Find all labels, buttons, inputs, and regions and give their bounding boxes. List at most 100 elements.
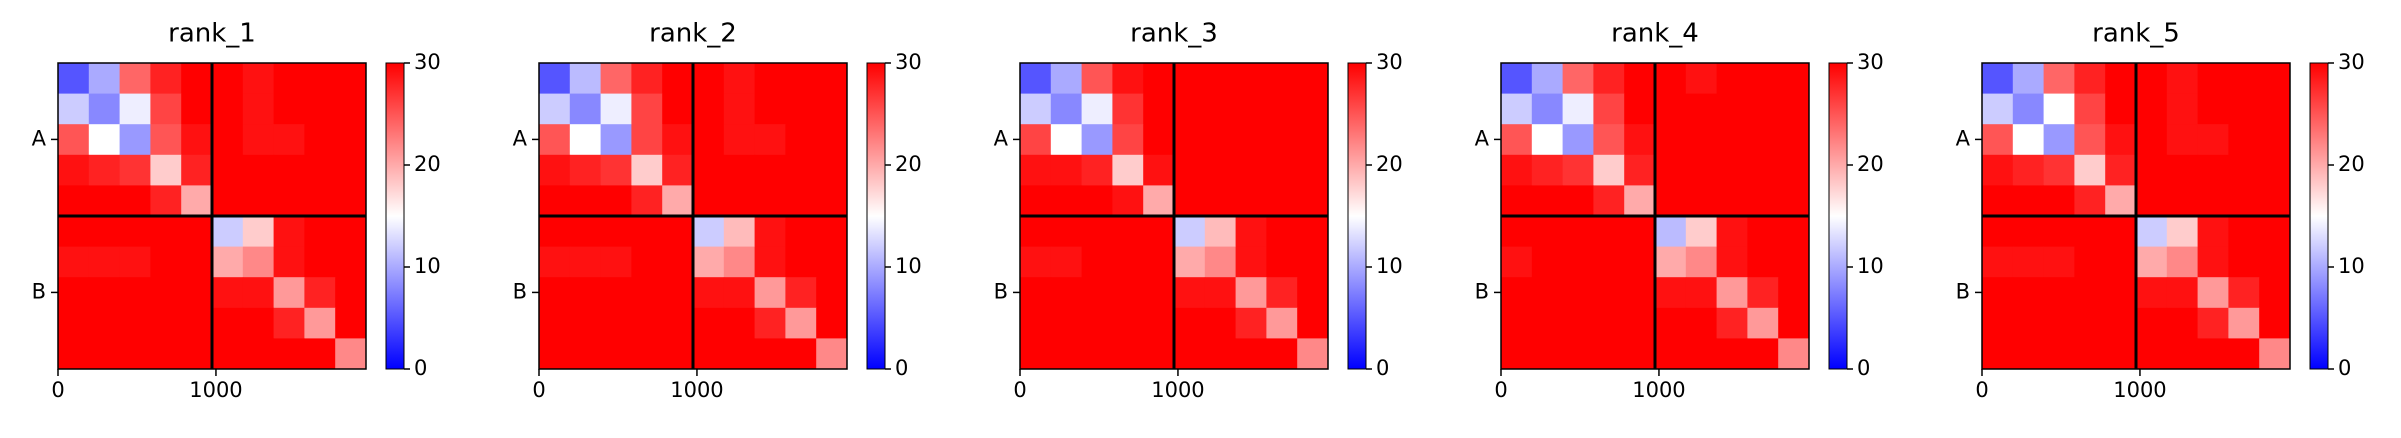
- heatmap-cell: [1020, 63, 1052, 95]
- heatmap-cell: [662, 185, 694, 217]
- heatmap-cell: [539, 154, 571, 186]
- heatmap-cell: [1624, 93, 1656, 125]
- colorbar-tick-label: 10: [2338, 254, 2365, 278]
- heatmap-cell: [693, 124, 725, 156]
- heatmap-cell: [816, 307, 848, 339]
- heatmap-cell: [304, 124, 336, 156]
- heatmap-cell: [1531, 246, 1564, 278]
- heatmap-cell: [2012, 93, 2045, 125]
- heatmap-cell: [1778, 307, 1810, 339]
- heatmap-cell: [1297, 185, 1329, 217]
- y-tick-label: B: [1475, 279, 1489, 303]
- heatmap-cell: [2043, 154, 2075, 186]
- heatmap-cell: [1716, 185, 1748, 217]
- heatmap-cell: [785, 277, 817, 309]
- heatmap-cell: [2043, 93, 2075, 125]
- heatmap-cell: [2166, 124, 2199, 156]
- heatmap-cell: [150, 216, 182, 248]
- heatmap-cell: [1685, 307, 1718, 339]
- heatmap-cell: [2043, 246, 2075, 278]
- heatmap-cell: [1531, 63, 1564, 95]
- heatmap-cell: [2228, 216, 2260, 248]
- heatmap-cell: [273, 124, 305, 156]
- heatmap-cell: [335, 124, 367, 156]
- heatmap-cell: [181, 185, 213, 217]
- heatmap-cell: [1778, 93, 1810, 125]
- heatmap-cell: [88, 338, 121, 370]
- heatmap-cell: [1174, 63, 1206, 95]
- heatmap-cell: [2228, 307, 2260, 339]
- heatmap-cell: [58, 307, 90, 339]
- heatmap-cell: [600, 277, 632, 309]
- colorbar-tick-label: 0: [895, 356, 908, 380]
- heatmap-cell: [2105, 338, 2137, 370]
- heatmap-cell: [1501, 307, 1533, 339]
- heatmap-cell: [2197, 185, 2229, 217]
- heatmap-cell: [1143, 246, 1175, 278]
- heatmap-cell: [273, 307, 305, 339]
- heatmap-cell: [723, 338, 756, 370]
- heatmap-cell: [1081, 154, 1113, 186]
- heatmap-cell: [1050, 307, 1083, 339]
- heatmap-cell: [816, 124, 848, 156]
- panel-title: rank_2: [649, 19, 737, 49]
- heatmap-cell: [1266, 63, 1298, 95]
- heatmap-cell: [1501, 124, 1533, 156]
- heatmap-cell: [2074, 185, 2106, 217]
- heatmap-cell: [2012, 154, 2045, 186]
- heatmap-cell: [754, 277, 786, 309]
- heatmap-cell: [569, 307, 602, 339]
- heatmap-cell: [2166, 338, 2199, 370]
- heatmap-cell: [1235, 307, 1267, 339]
- heatmap-cell: [1501, 154, 1533, 186]
- heatmap-cell: [242, 124, 275, 156]
- heatmap-cell: [2259, 63, 2291, 95]
- heatmap-cell: [1204, 63, 1237, 95]
- heatmap-cell: [693, 154, 725, 186]
- heatmap-cell: [569, 124, 602, 156]
- heatmap-cell: [600, 307, 632, 339]
- heatmap-cell: [1716, 277, 1748, 309]
- heatmap-cell: [335, 277, 367, 309]
- heatmap-cell: [1266, 124, 1298, 156]
- plot-frame: [1981, 62, 2291, 370]
- panel-title: rank_5: [2092, 19, 2180, 49]
- heatmap-cell: [539, 246, 571, 278]
- heatmap-cell: [1531, 185, 1564, 217]
- heatmap-cell: [754, 154, 786, 186]
- heatmap-cell: [754, 246, 786, 278]
- heatmap-cell: [1778, 277, 1810, 309]
- heatmap-cell: [1778, 63, 1810, 95]
- heatmap-cell: [181, 307, 213, 339]
- heatmap-cell: [88, 154, 121, 186]
- heatmap-cell: [1685, 63, 1718, 95]
- heatmap-cell: [1174, 216, 1206, 248]
- heatmap-cell: [2166, 185, 2199, 217]
- heatmap-cell: [1593, 93, 1625, 125]
- heatmap-cell: [1593, 277, 1625, 309]
- x-tick-label: 0: [1494, 378, 1507, 402]
- heatmap-cell: [2074, 246, 2106, 278]
- heatmap-cell: [88, 185, 121, 217]
- heatmap-cell: [1747, 124, 1779, 156]
- colorbar-tick-label: 0: [2338, 356, 2351, 380]
- heatmap-cell: [754, 185, 786, 217]
- heatmap-cell: [1081, 63, 1113, 95]
- heatmap-cell: [1593, 154, 1625, 186]
- heatmap-cell: [1624, 216, 1656, 248]
- heatmap-cell: [119, 93, 151, 125]
- heatmap-cell: [1982, 216, 2014, 248]
- heatmap-cell: [2105, 63, 2137, 95]
- heatmap-cell: [150, 185, 182, 217]
- heatmap-cell: [1685, 246, 1718, 278]
- heatmap-cell: [2136, 63, 2168, 95]
- heatmap-cell: [1143, 338, 1175, 370]
- colorbar-tick-label: 30: [2338, 50, 2365, 74]
- heatmap-cell: [1655, 216, 1687, 248]
- heatmap-cell: [2259, 307, 2291, 339]
- heatmap-cell: [273, 154, 305, 186]
- heatmap-cell: [600, 216, 632, 248]
- heatmap-cell: [1747, 63, 1779, 95]
- heatmap-cell: [119, 246, 151, 278]
- heatmap-cell: [723, 63, 756, 95]
